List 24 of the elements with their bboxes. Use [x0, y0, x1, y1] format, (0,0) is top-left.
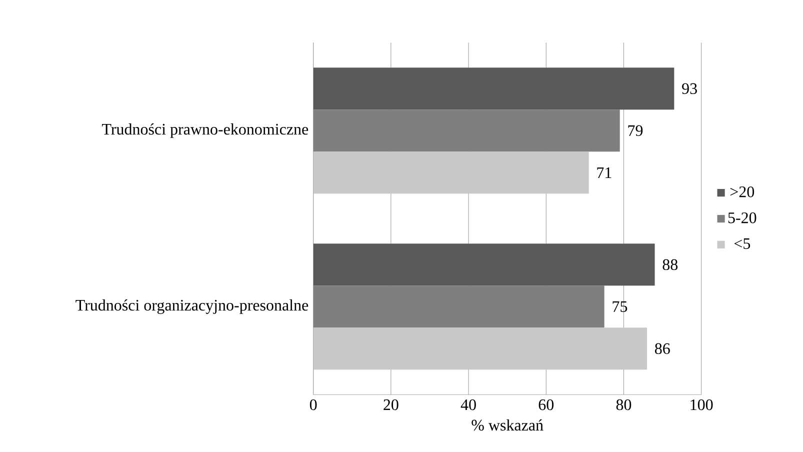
data-label: 75	[612, 301, 628, 312]
data-label: 88	[662, 259, 678, 270]
data-label: 93	[682, 83, 697, 94]
x-tick-label: 20	[384, 399, 398, 410]
data-label: 86	[654, 343, 670, 354]
bar	[313, 328, 648, 370]
bar	[313, 68, 674, 110]
x-tick-label: 80	[616, 399, 632, 410]
data-label: 79	[628, 125, 643, 136]
legend-label: 5-20	[728, 212, 756, 224]
x-tick-label: 60	[538, 399, 554, 410]
x-tick-label: 40	[460, 399, 476, 410]
bar	[313, 110, 620, 152]
legend-label: >20	[730, 186, 754, 198]
x-tick-label: 0	[310, 399, 317, 410]
x-axis-title: % wskazań	[472, 419, 544, 431]
legend-label: <5	[734, 238, 750, 250]
bar	[313, 286, 604, 328]
y-tick-label: Trudności organizacyjno-presonalne	[76, 299, 308, 314]
bar	[313, 152, 589, 194]
y-tick-label: Trudności prawno-ekonomiczne	[102, 123, 308, 138]
bar	[313, 244, 655, 286]
data-label: 71	[597, 167, 612, 178]
x-tick-label: 100	[690, 399, 713, 410]
